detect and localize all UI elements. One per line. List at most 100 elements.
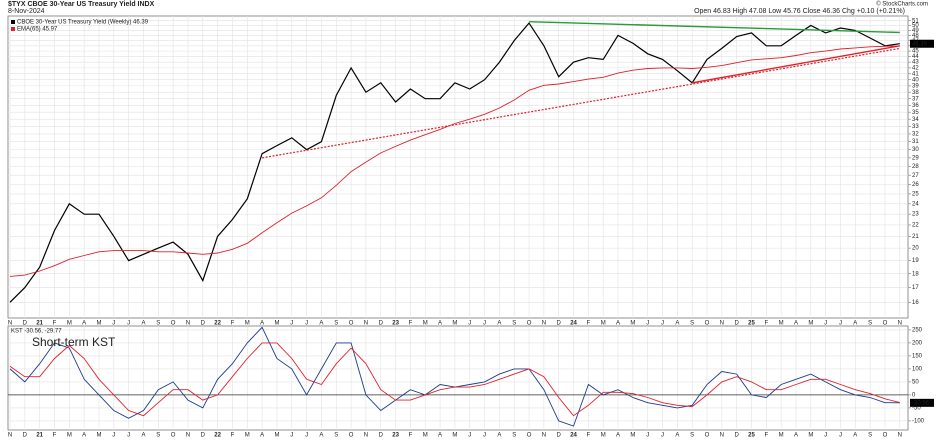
x-tick-label: M — [630, 321, 635, 327]
x-tick-label: F — [53, 321, 57, 327]
y-tick-label: 42 — [912, 65, 919, 71]
x-tick-label: 21 — [36, 321, 43, 327]
y-tick-label: 24 — [912, 201, 919, 207]
x-tick-label: F — [231, 433, 235, 439]
x-tick-label: N — [720, 433, 724, 439]
x-tick-label: M — [274, 433, 279, 439]
x-tick-label: A — [675, 321, 679, 327]
y-tick-label: 43 — [912, 60, 919, 66]
x-tick-label: J — [468, 433, 471, 439]
legend-swatch — [11, 27, 15, 31]
x-tick-label: M — [67, 321, 72, 327]
series-line — [9, 22, 900, 303]
y-tick-label: 16 — [912, 300, 919, 306]
x-tick-label: S — [334, 433, 338, 439]
y-tick-label: 30 — [912, 147, 919, 153]
x-tick-label: M — [423, 433, 428, 439]
x-tick-label: O — [171, 321, 176, 327]
x-tick-label: O — [527, 321, 532, 327]
last-value-box — [910, 39, 934, 48]
chart-title: $TYX CBOE 30-Year US Treasury Yield INDX — [8, 1, 155, 8]
x-tick-label: O — [527, 433, 532, 439]
x-tick-label: S — [868, 433, 872, 439]
x-tick-label: J — [483, 433, 486, 439]
x-tick-label: J — [290, 433, 293, 439]
legend-swatch — [11, 20, 15, 24]
y-tick-label: 27 — [912, 173, 919, 179]
y-tick-label: 41 — [912, 71, 919, 77]
x-tick-label: A — [141, 433, 145, 439]
x-tick-label: D — [734, 433, 739, 439]
x-tick-label: 23 — [392, 321, 399, 327]
x-tick-label: A — [853, 321, 857, 327]
ohlc: Open 46.83 High 47.08 Low 45.76 Close 46… — [694, 8, 905, 15]
x-tick-label: A — [82, 321, 86, 327]
x-tick-label: J — [839, 433, 842, 439]
x-tick-label: A — [616, 321, 620, 327]
x-tick-label: J — [646, 433, 649, 439]
y-tick-label: 45 — [912, 49, 919, 55]
trendline — [692, 45, 900, 84]
y-tick-label: 37 — [912, 96, 919, 102]
x-tick-label: M — [452, 433, 457, 439]
x-tick-label: A — [82, 433, 86, 439]
y-tick-label: 35 — [912, 110, 919, 116]
y-tick-label: 29 — [912, 155, 919, 161]
x-tick-label: F — [231, 321, 235, 327]
x-tick-label: O — [349, 321, 354, 327]
x-tick-label: A — [260, 321, 264, 327]
x-tick-label: J — [112, 321, 115, 327]
x-tick-label: D — [379, 433, 384, 439]
legend-label: CBOE 30-Year US Treasury Yield (Weekly) … — [17, 20, 149, 26]
kst-title: KST -30.56, -29.77 — [11, 329, 62, 335]
x-tick-label: A — [794, 433, 798, 439]
y-tick-label: 51 — [912, 18, 919, 24]
x-tick-label: O — [705, 321, 710, 327]
x-tick-label: S — [690, 433, 694, 439]
x-tick-label: N — [542, 321, 546, 327]
x-tick-label: J — [661, 433, 664, 439]
x-tick-label: O — [171, 433, 176, 439]
x-tick-label: M — [245, 321, 250, 327]
y-tick-label: 21 — [912, 234, 919, 240]
y-tick-label: 48 — [912, 33, 919, 39]
x-tick-label: D — [23, 321, 28, 327]
y-tick-label: 17 — [912, 285, 919, 291]
y-tick-label: 0 — [912, 392, 916, 398]
series-line — [9, 342, 900, 417]
x-tick-label: M — [96, 321, 101, 327]
chart-subtitle: 8-Nov-2024 — [8, 8, 45, 15]
x-tick-label: J — [839, 321, 842, 327]
x-tick-label: N — [364, 321, 368, 327]
x-tick-label: M — [452, 321, 457, 327]
x-tick-label: S — [156, 433, 160, 439]
x-tick-label: S — [512, 321, 516, 327]
y-tick-label: 23 — [912, 212, 919, 218]
y-tick-label: -50 — [912, 405, 921, 411]
x-tick-label: N — [364, 433, 368, 439]
x-tick-label: F — [764, 433, 768, 439]
x-tick-label: D — [23, 433, 28, 439]
x-tick-label: N — [8, 433, 12, 439]
y-tick-label: 31 — [912, 139, 919, 145]
x-tick-label: J — [483, 321, 486, 327]
x-tick-label: M — [67, 433, 72, 439]
x-tick-label: J — [112, 433, 115, 439]
x-tick-label: A — [319, 321, 323, 327]
y-tick-label: 36 — [912, 103, 919, 109]
x-tick-label: M — [96, 433, 101, 439]
y-tick-label: 32 — [912, 132, 919, 138]
x-tick-label: N — [8, 321, 12, 327]
x-tick-label: 25 — [748, 433, 755, 439]
x-tick-label: A — [438, 433, 442, 439]
x-tick-label: N — [542, 433, 546, 439]
x-tick-label: D — [557, 321, 562, 327]
x-tick-label: A — [319, 433, 323, 439]
trendline — [529, 20, 900, 34]
x-tick-label: J — [290, 321, 293, 327]
x-tick-label: D — [201, 433, 206, 439]
y-tick-label: 38 — [912, 90, 919, 96]
x-tick-label: M — [779, 433, 784, 439]
y-tick-label: 39 — [912, 83, 919, 89]
